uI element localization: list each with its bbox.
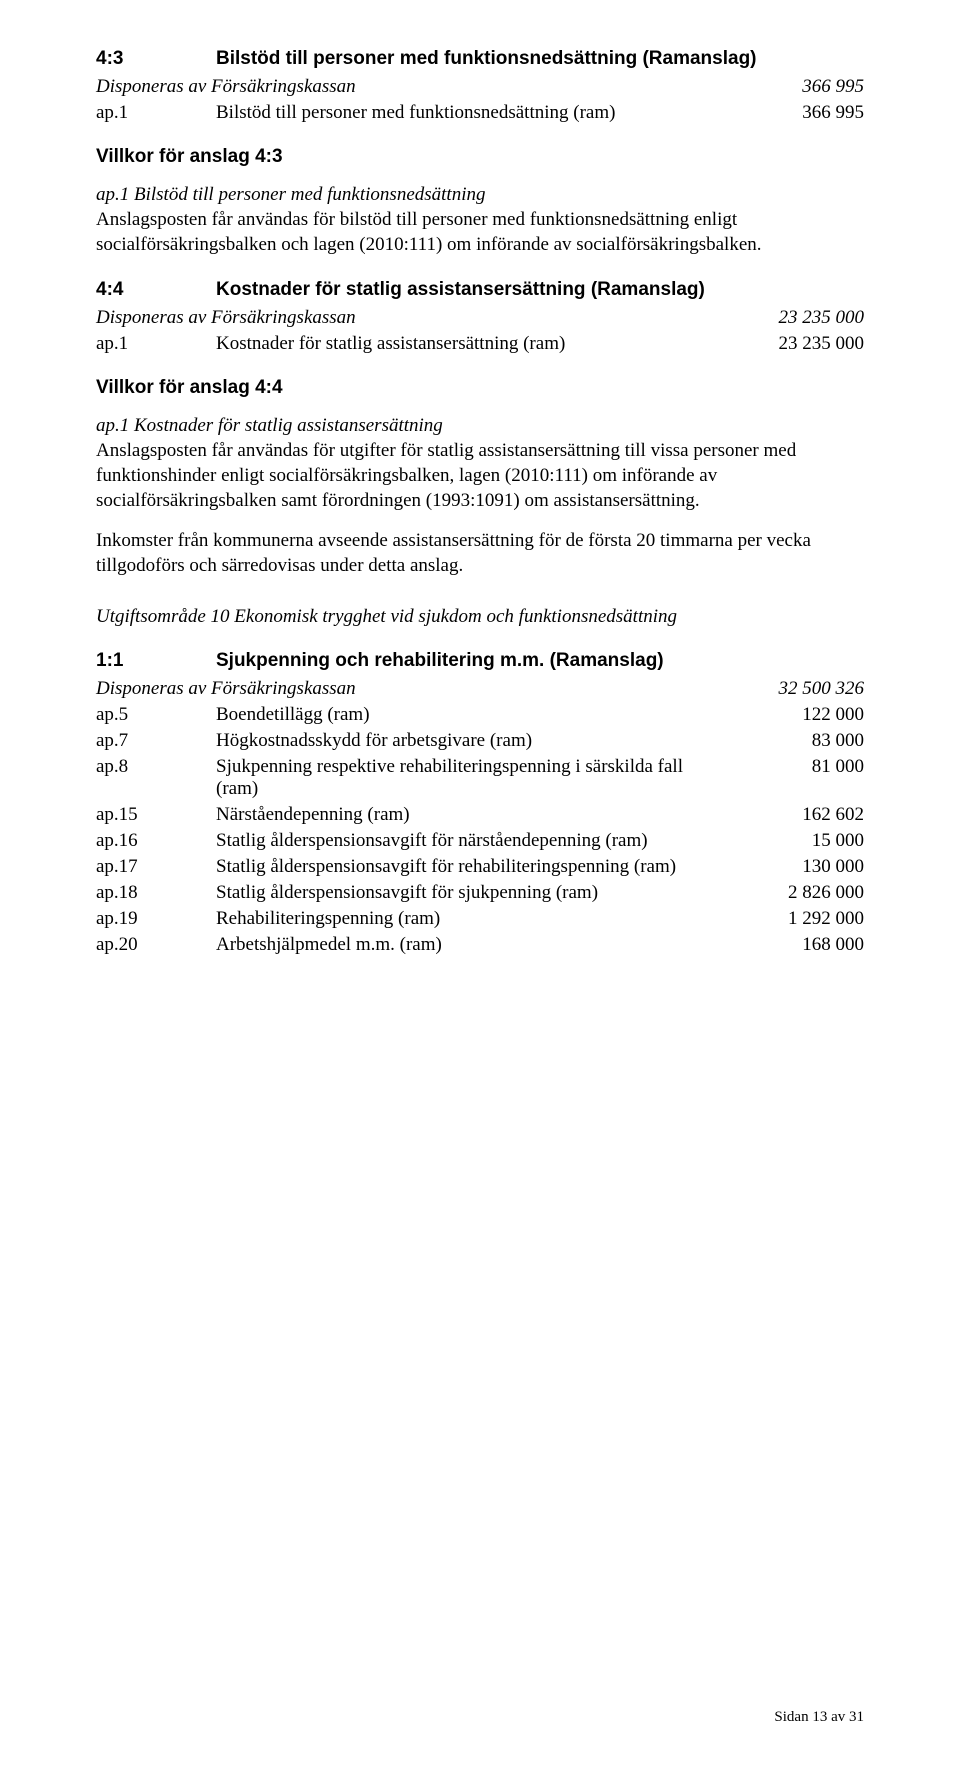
ap-row: ap.17Statlig ålderspensionsavgift för re… bbox=[96, 856, 864, 878]
disp-label: Disponeras av Försäkringskassan bbox=[96, 76, 724, 98]
ap-number: ap.16 bbox=[96, 830, 216, 852]
disp-value: 366 995 bbox=[724, 76, 864, 98]
ap-row: ap.5Boendetillägg (ram)122 000 bbox=[96, 704, 864, 726]
section-number: 1:1 bbox=[96, 650, 216, 672]
villkor-heading-4-4: Villkor för anslag 4:4 bbox=[96, 377, 864, 399]
disp-row-4-4: Disponeras av Försäkringskassan 23 235 0… bbox=[96, 307, 864, 329]
ap-label: Arbetshjälpmedel m.m. (ram) bbox=[216, 934, 724, 956]
ap-value: 122 000 bbox=[724, 704, 864, 726]
ap-number: ap.18 bbox=[96, 882, 216, 904]
ap-number: ap.15 bbox=[96, 804, 216, 826]
ap-number: ap.8 bbox=[96, 756, 216, 778]
ap-row: ap.19Rehabiliteringspenning (ram)1 292 0… bbox=[96, 908, 864, 930]
ap-row: ap.7Högkostnadsskydd för arbetsgivare (r… bbox=[96, 730, 864, 752]
para-4-4: ap.1 Kostnader för statlig assistansersä… bbox=[96, 413, 864, 513]
ap-label: Statlig ålderspensionsavgift för närståe… bbox=[216, 830, 724, 852]
ap-row: ap.20Arbetshjälpmedel m.m. (ram)168 000 bbox=[96, 934, 864, 956]
para-body: Anslagsposten får användas för utgifter … bbox=[96, 440, 796, 511]
ap-label: Statlig ålderspensionsavgift för rehabil… bbox=[216, 856, 724, 878]
disp-value: 23 235 000 bbox=[724, 307, 864, 329]
ap-value: 2 826 000 bbox=[724, 882, 864, 904]
para-4-4-2: Inkomster från kommunerna avseende assis… bbox=[96, 528, 864, 578]
ap-value: 366 995 bbox=[724, 102, 864, 124]
ap-row: ap.16Statlig ålderspensionsavgift för nä… bbox=[96, 830, 864, 852]
ap-label: Statlig ålderspensionsavgift för sjukpen… bbox=[216, 882, 724, 904]
ap-row: ap.18Statlig ålderspensionsavgift för sj… bbox=[96, 882, 864, 904]
ap-label: Närståendepenning (ram) bbox=[216, 804, 724, 826]
para-4-3: ap.1 Bilstöd till personer med funktions… bbox=[96, 182, 864, 257]
ap-label: Sjukpenning respektive rehabiliteringspe… bbox=[216, 756, 724, 800]
page: 4:3 Bilstöd till personer med funktionsn… bbox=[0, 0, 960, 1766]
ap-list-1-1: ap.5Boendetillägg (ram)122 000 ap.7Högkos… bbox=[96, 704, 864, 956]
ap-label: Högkostnadsskydd för arbetsgivare (ram) bbox=[216, 730, 724, 752]
ap-row: ap.15Närståendepenning (ram)162 602 bbox=[96, 804, 864, 826]
section-title: Sjukpenning och rehabilitering m.m. (Ram… bbox=[216, 650, 864, 672]
ap-number: ap.19 bbox=[96, 908, 216, 930]
ap-label: Kostnader för statlig assistansersättnin… bbox=[216, 333, 724, 355]
villkor-heading-4-3: Villkor för anslag 4:3 bbox=[96, 146, 864, 168]
ap-number: ap.7 bbox=[96, 730, 216, 752]
ap-number: ap.20 bbox=[96, 934, 216, 956]
page-footer: Sidan 13 av 31 bbox=[774, 1709, 864, 1726]
ap-row-4-3-1: ap.1 Bilstöd till personer med funktions… bbox=[96, 102, 864, 124]
para-title: ap.1 Kostnader för statlig assistansersä… bbox=[96, 415, 443, 436]
ap-value: 81 000 bbox=[724, 756, 864, 778]
section-number: 4:3 bbox=[96, 48, 216, 70]
area-heading: Utgiftsområde 10 Ekonomisk trygghet vid … bbox=[96, 606, 864, 628]
disp-label: Disponeras av Försäkringskassan bbox=[96, 678, 724, 700]
section-1-1-header: 1:1 Sjukpenning och rehabilitering m.m. … bbox=[96, 650, 864, 672]
disp-label: Disponeras av Försäkringskassan bbox=[96, 307, 724, 329]
ap-number: ap.1 bbox=[96, 102, 216, 124]
ap-value: 83 000 bbox=[724, 730, 864, 752]
ap-value: 130 000 bbox=[724, 856, 864, 878]
ap-label: Bilstöd till personer med funktionsnedsä… bbox=[216, 102, 724, 124]
ap-row: ap.8Sjukpenning respektive rehabiliterin… bbox=[96, 756, 864, 800]
section-number: 4:4 bbox=[96, 279, 216, 301]
ap-value: 15 000 bbox=[724, 830, 864, 852]
ap-label: Rehabiliteringspenning (ram) bbox=[216, 908, 724, 930]
section-title: Kostnader för statlig assistansersättnin… bbox=[216, 279, 864, 301]
ap-number: ap.1 bbox=[96, 333, 216, 355]
disp-row-4-3: Disponeras av Försäkringskassan 366 995 bbox=[96, 76, 864, 98]
ap-value: 23 235 000 bbox=[724, 333, 864, 355]
para-body: Anslagsposten får användas för bilstöd t… bbox=[96, 209, 762, 255]
ap-value: 168 000 bbox=[724, 934, 864, 956]
ap-label: Boendetillägg (ram) bbox=[216, 704, 724, 726]
section-title: Bilstöd till personer med funktionsnedsä… bbox=[216, 48, 864, 70]
disp-row-1-1: Disponeras av Försäkringskassan 32 500 3… bbox=[96, 678, 864, 700]
disp-value: 32 500 326 bbox=[724, 678, 864, 700]
ap-value: 1 292 000 bbox=[724, 908, 864, 930]
ap-value: 162 602 bbox=[724, 804, 864, 826]
ap-number: ap.17 bbox=[96, 856, 216, 878]
para-title: ap.1 Bilstöd till personer med funktions… bbox=[96, 184, 485, 205]
ap-number: ap.5 bbox=[96, 704, 216, 726]
ap-row-4-4-1: ap.1 Kostnader för statlig assistansersä… bbox=[96, 333, 864, 355]
section-4-4-header: 4:4 Kostnader för statlig assistansersät… bbox=[96, 279, 864, 301]
section-4-3-header: 4:3 Bilstöd till personer med funktionsn… bbox=[96, 48, 864, 70]
